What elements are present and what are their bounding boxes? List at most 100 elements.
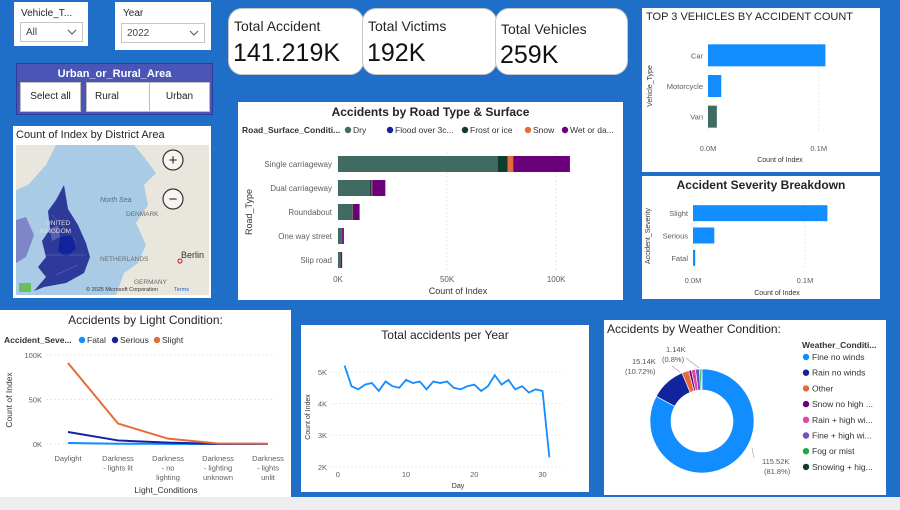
legend-label: Fatal — [87, 335, 106, 345]
y-axis-label: Count of Index — [305, 394, 312, 440]
zoom-in-button[interactable]: + — [162, 149, 184, 171]
legend-label: Snow no high ... — [812, 399, 873, 409]
bar-segment — [342, 228, 344, 244]
kpi-label: Total Accident — [234, 18, 321, 34]
donut-slice — [649, 368, 755, 474]
data-label: (0.8%) — [662, 355, 685, 364]
map-label-north-sea: North Sea — [100, 197, 132, 204]
category-label: Dual carriageway — [270, 184, 332, 193]
top3-chart-svg: 0.0M 0.1M Car Motorcycle Van Count of Index Ve… — [647, 40, 827, 164]
footer-bar — [0, 497, 900, 510]
bar — [693, 205, 828, 222]
x-tick-label: lighting — [156, 473, 180, 482]
road-chart-svg: Road_Surface_Conditi... Dry Flood over 3c.… — [242, 125, 614, 296]
light-chart-svg: Accident_Seve... Fatal Serious Slight 0K 50K 1… — [4, 335, 284, 495]
total-accident-card: Total Accident 141.219K — [228, 8, 364, 75]
bar-segment — [513, 156, 570, 172]
district-map[interactable]: North Sea DENMARK UNITED KINGDOM NETHERL… — [16, 145, 209, 295]
bar-segment — [352, 204, 353, 220]
road-chart-title: Accidents by Road Type & Surface — [331, 105, 530, 119]
x-tick-label: Darkness — [152, 454, 184, 463]
map-label-kingdom: KINGDOM — [40, 228, 71, 235]
category-label: Single carriageway — [264, 160, 332, 169]
year-chart-svg: 2K 3K 4K 5K 0 10 20 30 Day Count of Index — [305, 365, 563, 490]
bar — [708, 105, 717, 128]
x-tick-label: - no — [162, 464, 175, 473]
legend-marker — [561, 126, 569, 134]
map-label-germany: GERMANY — [134, 279, 168, 286]
year-slicer: Year 2022 — [115, 2, 211, 50]
district-map-panel: Count of Index by District Area North Se… — [13, 126, 211, 298]
bar — [693, 249, 696, 266]
map-terms-link[interactable]: Terms — [174, 287, 189, 293]
kpi-label: Total Vehicles — [501, 21, 587, 37]
legend-marker — [802, 448, 810, 455]
legend-label: Fine + high wi... — [812, 431, 872, 441]
map-label-netherlands: NETHERLANDS — [100, 256, 149, 263]
legend-title: Weather_Conditi... — [802, 340, 876, 350]
x-axis-label: Count of Index — [757, 157, 803, 164]
legend-label: Dry — [353, 125, 367, 135]
year-chart-title: Total accidents per Year — [381, 328, 509, 342]
kpi-value: 192K — [367, 39, 426, 67]
zoom-in-icon: + — [169, 152, 178, 169]
legend-marker — [802, 463, 810, 471]
vehicle-type-value: All — [26, 27, 38, 38]
bar-segment — [338, 204, 353, 220]
bar — [708, 75, 722, 97]
legend-label: Fog or mist — [812, 446, 855, 456]
legend-marker — [802, 432, 810, 439]
legend-marker — [802, 385, 810, 392]
x-tick-label: Daylight — [54, 454, 82, 463]
legend-marker — [344, 126, 352, 134]
legend-label: Flood over 3c... — [395, 125, 454, 135]
year-slicer-label: Year — [123, 8, 144, 19]
bar — [693, 227, 715, 244]
legend-label: Fine no winds — [812, 352, 864, 362]
vehicle-type-dropdown[interactable]: All — [20, 22, 83, 42]
legend-marker — [524, 126, 532, 134]
data-label: (10.72%) — [625, 367, 656, 376]
legend-marker — [78, 336, 86, 344]
total-vehicles-card: Total Vehicles 259K — [495, 8, 628, 75]
bar-segment — [338, 252, 341, 268]
x-axis-label: Light_Conditions — [134, 485, 197, 495]
category-label: One way street — [278, 232, 333, 241]
light-condition-chart: Accidents by Light Condition: Accident_S… — [0, 310, 291, 497]
weather-chart-svg: 115.52K(81.8%) 15.14K(10.72%) 1.14K(0.8%) W… — [625, 340, 876, 476]
category-label: Fatal — [671, 254, 688, 263]
bar-segment — [340, 252, 343, 268]
area-slicer-title: Urban_or_Rural_Area — [57, 68, 172, 80]
y-axis-label: Vehicle_Type — [647, 65, 654, 107]
severity-chart: Accident Severity Breakdown 0.0M 0.1M Slig… — [642, 176, 880, 299]
bar-segment — [353, 204, 360, 220]
legend-marker — [802, 353, 810, 361]
x-tick-label: 0.0M — [700, 144, 717, 153]
legend-marker — [386, 126, 394, 134]
map-label-berlin: Berlin — [181, 250, 204, 260]
map-title: Count of Index by District Area — [16, 129, 165, 141]
x-tick-label: 0 — [336, 470, 340, 479]
category-label: Slip road — [300, 256, 332, 265]
x-tick-label: - lights — [257, 464, 279, 473]
category-label: Roundabout — [288, 208, 332, 217]
urban-button[interactable]: Urban — [149, 82, 210, 112]
x-tick-label: - lighting — [204, 464, 232, 473]
bar-segment — [338, 156, 498, 172]
category-label: Motorcycle — [667, 82, 703, 91]
bar-segment — [370, 180, 372, 196]
x-tick-label: 100K — [547, 275, 566, 284]
bar-segment — [371, 180, 373, 196]
bar-segment — [507, 156, 514, 172]
weather-chart: Accidents by Weather Condition: 115.52K(… — [604, 320, 886, 495]
donut-slice — [700, 368, 703, 391]
y-tick-label: 0K — [33, 440, 42, 449]
kpi-value: 259K — [500, 41, 559, 69]
series-line — [67, 362, 269, 445]
zoom-out-button[interactable]: − — [162, 188, 184, 210]
select-all-button[interactable]: Select all — [20, 82, 81, 112]
year-value: 2022 — [127, 28, 150, 39]
x-tick-label: 0K — [333, 275, 343, 284]
severity-chart-svg: 0.0M 0.1M Slight Serious Fatal Count of Index… — [645, 202, 828, 297]
year-dropdown[interactable]: 2022 — [121, 23, 205, 43]
